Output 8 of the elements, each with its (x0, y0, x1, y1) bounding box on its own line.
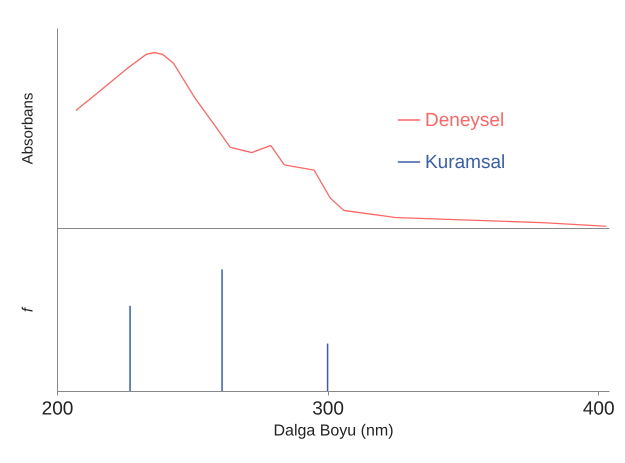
x-tick-label: 200 (42, 398, 74, 420)
x-tick-label: 300 (312, 398, 344, 420)
legend-label: Deneysel (425, 110, 504, 131)
x-tick-label: 400 (582, 398, 615, 420)
y-axis-title: f (20, 306, 36, 312)
legend-label: Kuramsal (425, 152, 506, 173)
y-axis-title: Absorbans (20, 92, 36, 164)
x-axis-title: Dalga Boyu (nm) (273, 422, 394, 440)
